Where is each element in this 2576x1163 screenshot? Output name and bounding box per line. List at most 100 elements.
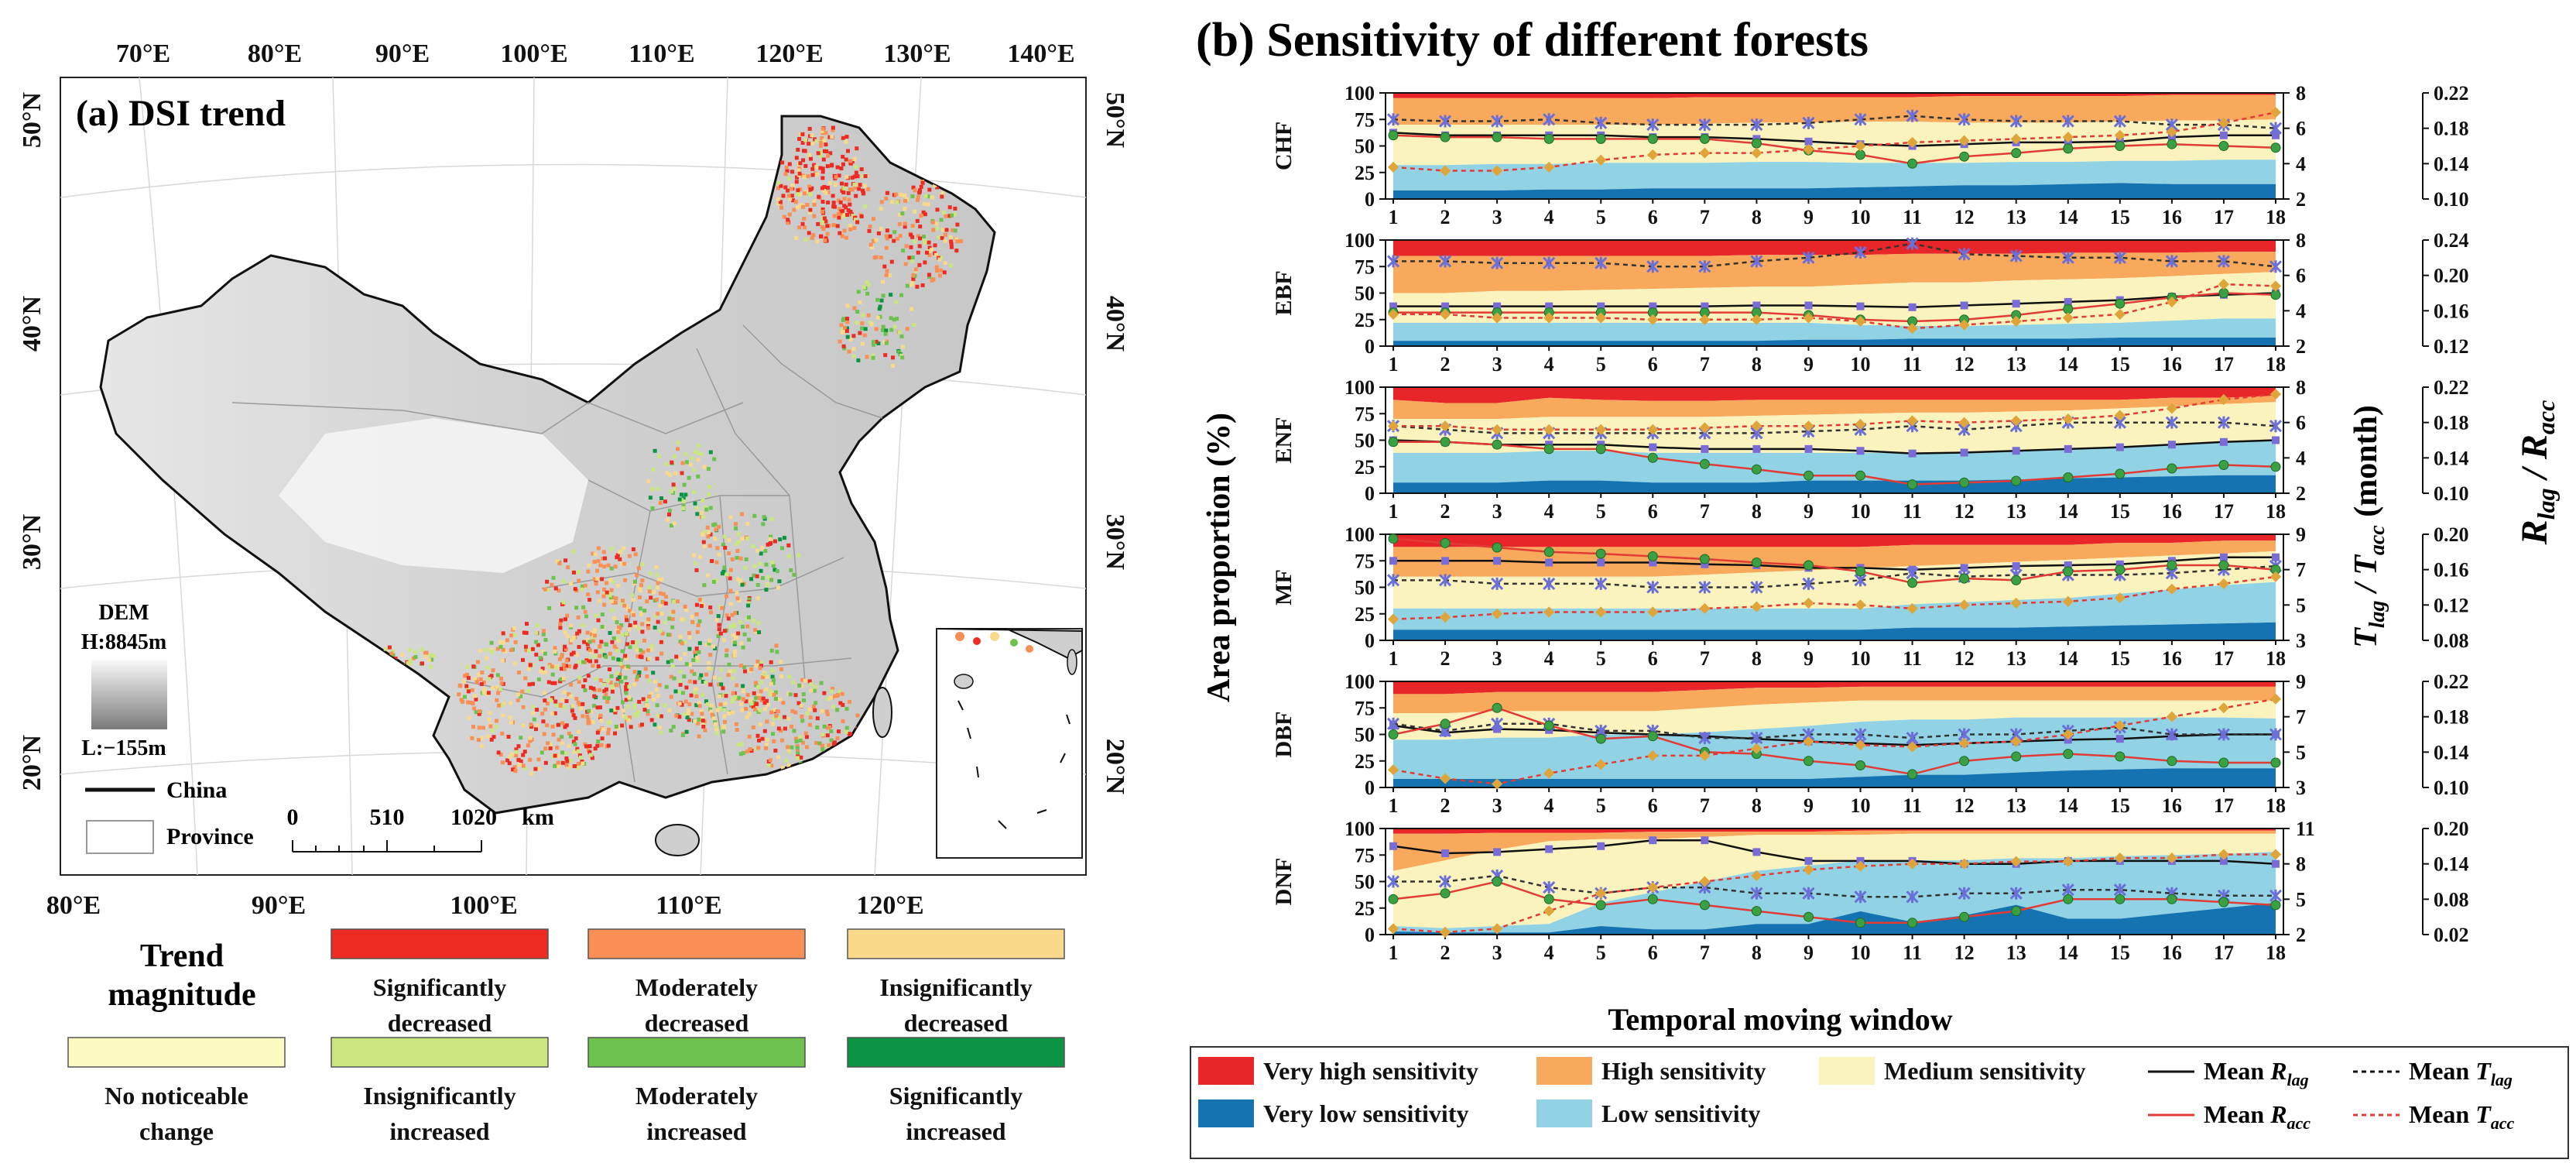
x-tick-label: 4 xyxy=(1544,794,1554,817)
x-tick-label: 5 xyxy=(1596,794,1606,817)
legend-a-label-line2: increased xyxy=(389,1117,489,1145)
trend-pixel xyxy=(689,693,694,698)
trend-pixel xyxy=(521,763,526,768)
trend-pixel xyxy=(731,699,735,704)
trend-pixel xyxy=(798,735,803,739)
x-tick-label: 13 xyxy=(2006,206,2026,228)
trend-pixel xyxy=(721,686,725,691)
trend-pixel xyxy=(614,724,618,729)
trend-pixel xyxy=(642,609,647,613)
mean-r-acc-enf-point xyxy=(2063,472,2074,482)
trend-pixel xyxy=(780,160,785,165)
t-axis-tick-label: 2 xyxy=(2296,335,2306,358)
trend-pixel xyxy=(531,681,535,686)
trend-pixel xyxy=(573,742,577,746)
mean-t-acc-dnf-point xyxy=(1440,926,1451,938)
left-latitude-labels: 50°N40°N30°N20°N xyxy=(18,91,46,791)
trend-pixel xyxy=(848,209,852,214)
mean-r-acc-enf-point xyxy=(1543,444,1554,455)
trend-pixel xyxy=(846,190,851,195)
trend-pixel xyxy=(810,166,815,171)
trend-pixel xyxy=(556,722,560,727)
trend-pixel xyxy=(420,647,424,652)
trend-pixel xyxy=(796,168,801,173)
trend-pixel xyxy=(623,654,628,658)
trend-pixel xyxy=(877,307,882,311)
trend-pixel xyxy=(463,695,467,699)
trend-pixel xyxy=(844,726,849,730)
trend-pixel xyxy=(913,267,918,272)
trend-pixel xyxy=(743,669,747,674)
trend-pixel xyxy=(848,337,853,341)
trend-pixel xyxy=(474,710,478,715)
trend-pixel xyxy=(861,341,865,346)
trend-pixel xyxy=(391,649,396,654)
y-left-tick-label: 25 xyxy=(1355,309,1375,331)
trend-pixel xyxy=(682,482,687,487)
trend-pixel xyxy=(479,736,484,740)
trend-pixel xyxy=(746,603,751,608)
trend-pixel xyxy=(803,731,808,736)
mean-t-acc-enf-point xyxy=(1387,420,1399,432)
trend-pixel xyxy=(489,640,494,645)
trend-pixel xyxy=(505,638,509,643)
trend-pixel xyxy=(855,220,860,225)
trend-pixel xyxy=(696,658,700,663)
area-high-ebf xyxy=(1393,252,2276,293)
trend-pixel xyxy=(708,506,713,510)
trend-pixel xyxy=(488,711,492,715)
trend-pixel xyxy=(790,187,794,190)
trend-pixel xyxy=(807,153,812,157)
trend-pixel xyxy=(753,628,758,633)
trend-pixel xyxy=(581,623,585,628)
trend-pixel xyxy=(919,184,923,189)
trend-pixel xyxy=(683,452,688,457)
trend-pixel xyxy=(912,323,916,327)
trend-pixel xyxy=(595,743,600,748)
trend-pixel xyxy=(831,201,836,205)
trend-pixel xyxy=(735,577,740,582)
mean-r-acc-chf-point xyxy=(2115,141,2126,151)
trend-pixel xyxy=(648,571,653,576)
trend-pixel xyxy=(790,170,795,174)
y-left-tick-label: 0 xyxy=(1365,482,1375,505)
trend-pixel xyxy=(655,572,659,577)
trend-pixel xyxy=(463,674,467,678)
trend-pixel xyxy=(939,218,944,222)
trend-pixel xyxy=(955,222,960,227)
mean-r-acc-enf-point xyxy=(1595,444,1606,455)
x-tick-label: 16 xyxy=(2162,500,2182,523)
trend-pixel xyxy=(779,184,783,188)
trend-pixel xyxy=(656,612,660,616)
lat-right-3: 20°N xyxy=(1101,739,1129,795)
trend-pixel xyxy=(771,732,775,736)
trend-pixel xyxy=(827,725,832,729)
mean-r-acc-dbf-point xyxy=(2115,751,2126,762)
trend-pixel xyxy=(550,681,555,685)
trend-pixel xyxy=(649,595,653,600)
trend-pixel xyxy=(530,647,535,651)
trend-pixel xyxy=(727,662,731,667)
trend-pixel xyxy=(822,184,827,189)
trend-pixel xyxy=(624,615,629,619)
trend-pixel xyxy=(655,703,659,708)
trend-pixel xyxy=(847,349,851,354)
trend-pixel xyxy=(478,649,482,654)
trend-pixel xyxy=(666,660,670,664)
trend-pixel xyxy=(687,718,691,722)
trend-pixel xyxy=(705,702,710,706)
mean-r-acc-dnf xyxy=(1392,880,2276,925)
trend-pixel xyxy=(603,556,608,561)
trend-pixel xyxy=(917,190,922,195)
trend-pixel xyxy=(704,643,709,647)
trend-pixel xyxy=(653,680,657,684)
trend-pixel xyxy=(571,650,576,655)
lat-right-2: 30°N xyxy=(1101,514,1129,571)
trend-pixel xyxy=(839,323,844,328)
trend-pixel xyxy=(696,623,701,627)
trend-pixel xyxy=(897,221,902,226)
trend-pixel xyxy=(933,243,937,248)
mean-r-lag-ebf-point xyxy=(1389,302,1397,310)
trend-pixel xyxy=(596,664,601,669)
trend-pixel xyxy=(574,696,579,701)
